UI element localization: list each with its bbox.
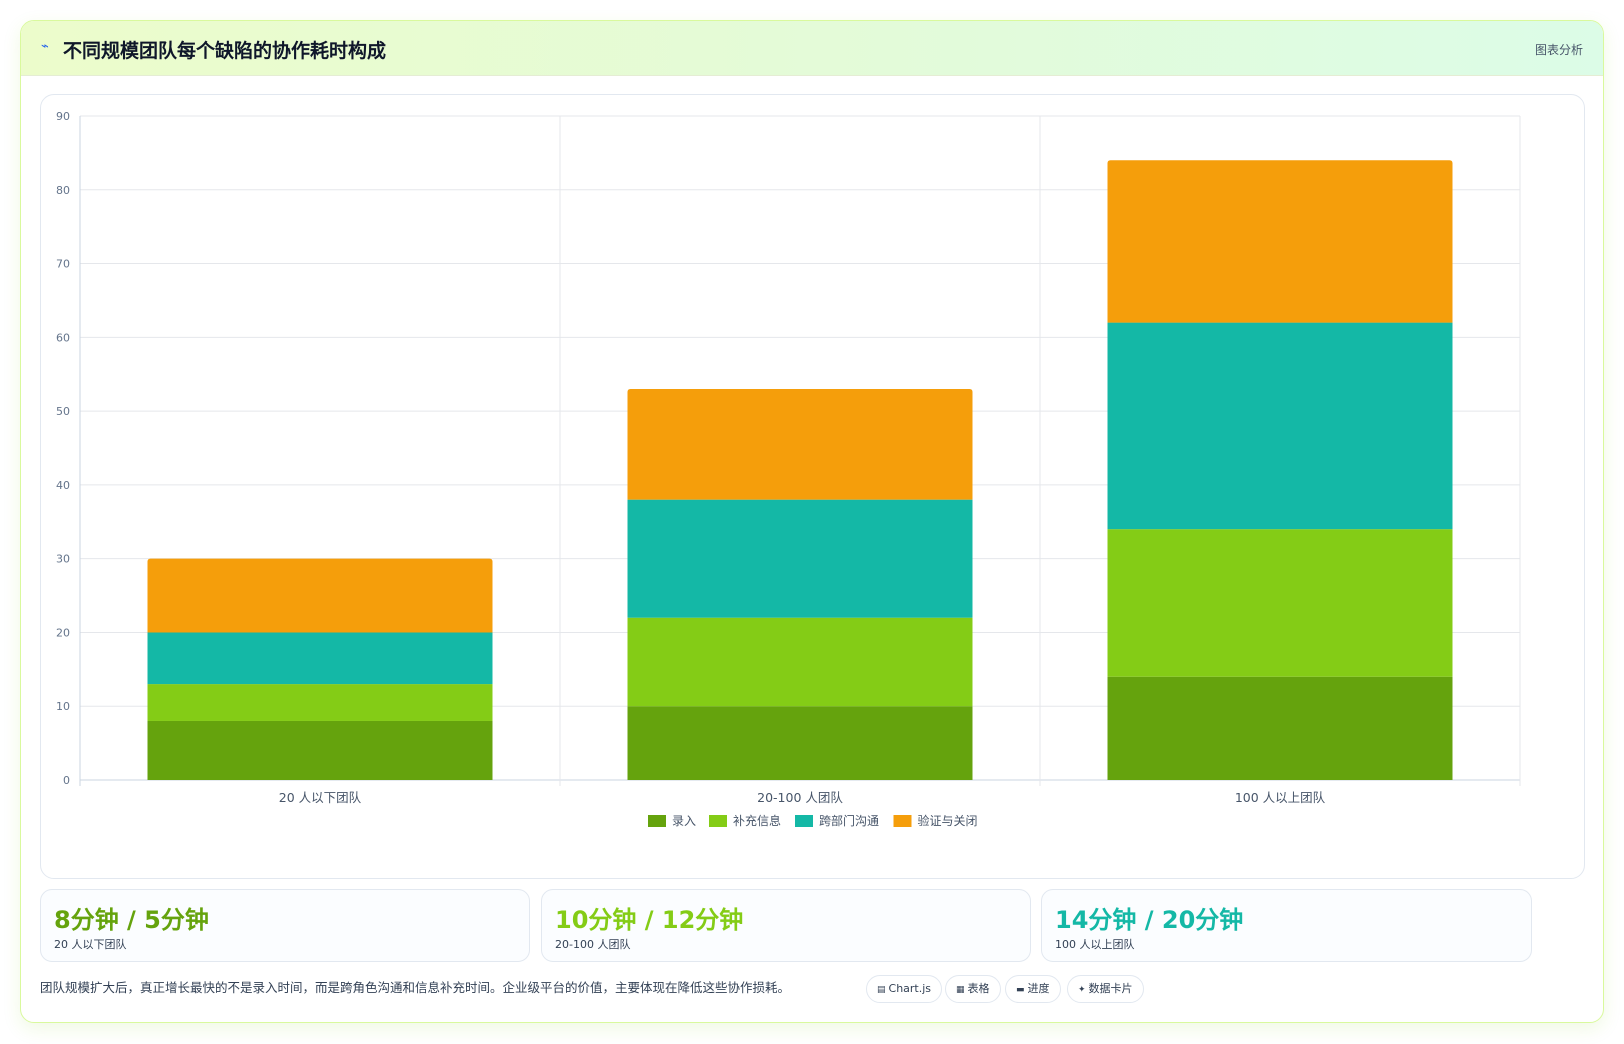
wave-icon: ⌁ [41, 39, 49, 54]
chip-data-card[interactable]: ✦ 数据卡片 [1067, 975, 1144, 1003]
legend-label: 录入 [672, 814, 696, 828]
legend-swatch [648, 815, 666, 827]
y-tick-label: 70 [56, 258, 70, 271]
chip-label: 表格 [967, 982, 990, 995]
bar-segment [147, 684, 493, 721]
y-tick-label: 30 [56, 553, 70, 566]
table-icon: ▦ [956, 985, 965, 995]
y-tick-label: 10 [56, 700, 70, 713]
bar-segment [1107, 529, 1453, 677]
y-tick-label: 40 [56, 479, 70, 492]
stat-label: 20 人以下团队 [54, 938, 127, 951]
stat-card-small-team: 8分钟 / 5分钟 20 人以下团队 [40, 889, 530, 962]
chip-label: Chart.js [888, 982, 932, 995]
chart-analysis-tag: 图表分析 [1534, 43, 1583, 57]
bar-segment [627, 499, 973, 618]
legend-swatch [795, 815, 813, 827]
y-tick-label: 60 [56, 331, 70, 344]
chip-label: 进度 [1027, 982, 1050, 995]
x-tick-label: 20-100 人团队 [757, 790, 843, 805]
legend-label: 跨部门沟通 [819, 813, 879, 828]
bar-segment [147, 632, 493, 685]
chip-label: 数据卡片 [1088, 982, 1133, 995]
stat-value: 14分钟 / 20分钟 [1055, 906, 1244, 934]
legend-label: 验证与关闭 [918, 813, 978, 828]
y-tick-label: 80 [56, 184, 70, 197]
bar-segment [627, 706, 973, 780]
stat-label: 20-100 人团队 [555, 938, 631, 951]
chip-chartjs[interactable]: ▤ Chart.js [866, 975, 943, 1003]
y-tick-label: 50 [56, 405, 70, 418]
y-tick-label: 0 [63, 774, 70, 787]
chip-progress[interactable]: ▬ 进度 [1005, 975, 1061, 1003]
x-tick-label: 20 人以下团队 [279, 790, 362, 805]
chart-card: ⌁ 不同规模团队每个缺陷的协作耗时构成 图表分析 0 10 20 30 40 50 60 70… [20, 20, 1604, 1023]
chart-icon: ▤ [877, 985, 886, 995]
stacked-bar-chart: 0 10 20 30 40 50 60 70 80 90 20 人以下团队 20-100 人团队 100… [56, 110, 1521, 828]
bar-segment [1107, 160, 1453, 323]
stat-value: 10分钟 / 12分钟 [555, 906, 744, 934]
bar-segment [1107, 322, 1453, 530]
stat-value: 8分钟 / 5分钟 [54, 906, 209, 934]
stat-card-medium-team: 10分钟 / 12分钟 20-100 人团队 [541, 889, 1031, 962]
legend-swatch [709, 815, 727, 827]
progress-icon: ▬ [1016, 985, 1025, 995]
chip-table[interactable]: ▦ 表格 [945, 975, 1001, 1003]
sparkle-icon: ✦ [1078, 985, 1086, 995]
bar-segment [627, 617, 973, 707]
legend-swatch [893, 815, 912, 827]
y-tick-label: 20 [56, 626, 70, 639]
bar-segment [147, 558, 493, 633]
chart-footnote: 团队规模扩大后，真正增长最快的不是录入时间，而是跨角色沟通和信息补充时间。企业级… [40, 980, 791, 995]
chart-title: 不同规模团队每个缺陷的协作耗时构成 [63, 40, 387, 62]
chart-panel: 0 10 20 30 40 50 60 70 80 90 20 人以下团队 20-100 人团队 100… [40, 94, 1585, 879]
legend-label: 补充信息 [733, 813, 781, 828]
stat-card-large-team: 14分钟 / 20分钟 100 人以上团队 [1041, 889, 1532, 962]
card-header: ⌁ 不同规模团队每个缺陷的协作耗时构成 图表分析 [21, 21, 1603, 76]
y-tick-label: 90 [56, 110, 70, 123]
bar-segment [147, 720, 493, 780]
x-tick-label: 100 人以上团队 [1235, 790, 1326, 805]
stat-label: 100 人以上团队 [1055, 938, 1135, 951]
bar-segment [1107, 676, 1453, 780]
bar-segment [627, 388, 973, 500]
